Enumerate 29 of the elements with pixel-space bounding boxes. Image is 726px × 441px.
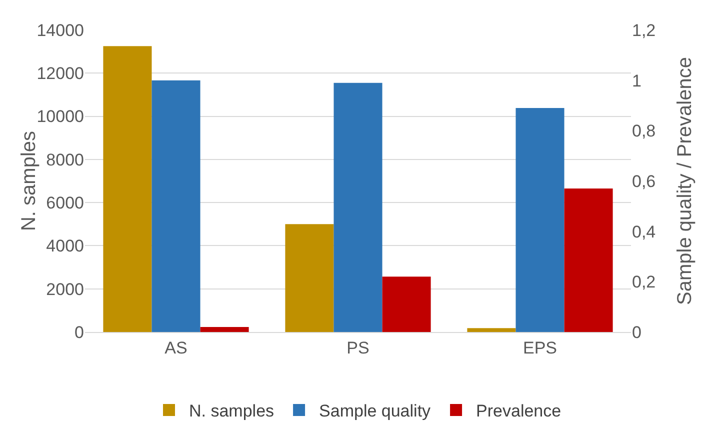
y-tick-label: 8000: [46, 150, 84, 170]
y-axis-title: N. samples: [18, 130, 40, 232]
bar: [516, 108, 564, 332]
y-tick-label: 4000: [46, 236, 84, 256]
bar: [467, 328, 516, 332]
legend-label: Sample quality: [319, 402, 432, 421]
legend-label: N. samples: [189, 402, 274, 421]
y2-tick-label: 0,8: [632, 122, 656, 141]
bar: [334, 82, 382, 332]
bar: [382, 276, 431, 332]
y2-axis-title: Sample quality / Prevalence: [674, 57, 696, 305]
bar: [564, 188, 613, 332]
y2-tick-label: 0,6: [632, 172, 656, 191]
legend-label: Prevalence: [476, 402, 562, 421]
x-tick-label: AS: [164, 338, 188, 358]
x-tick-label: PS: [346, 338, 370, 358]
y2-tick-label: 0: [632, 322, 642, 342]
bar: [200, 326, 249, 332]
y2-tick-label: 1,2: [632, 20, 656, 40]
y2-tick-label: 0,2: [632, 272, 656, 292]
y-tick-label: 2000: [46, 280, 84, 299]
y-tick-label: 12000: [36, 64, 84, 84]
y-tick-label: 14000: [36, 20, 84, 40]
y-tick-label: 10000: [36, 107, 84, 126]
y2-tick-label: 0,4: [632, 222, 656, 242]
y-tick-label: 0: [74, 322, 84, 342]
y2-tick-label: 1: [632, 71, 642, 90]
y-tick-label: 6000: [46, 194, 84, 213]
x-tick-label: EPS: [522, 338, 558, 358]
